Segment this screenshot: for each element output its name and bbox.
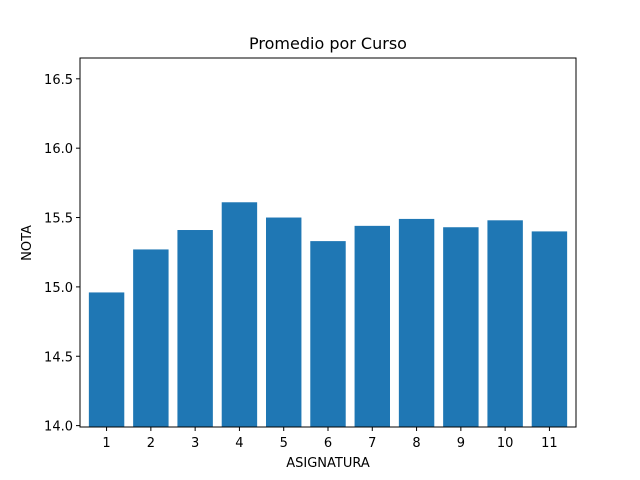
- x-tick-label: 9: [457, 436, 465, 451]
- x-axis-label: ASIGNATURA: [286, 456, 370, 471]
- x-tick-label: 3: [191, 436, 199, 451]
- x-tick-label: 11: [541, 436, 558, 451]
- bar-6: [310, 241, 346, 427]
- bar-11: [531, 231, 568, 427]
- x-tick-label: 6: [324, 436, 332, 451]
- bar-9: [443, 227, 479, 427]
- y-tick-label: 15.5: [44, 212, 73, 227]
- y-tick-label: 15.0: [44, 281, 73, 296]
- bar-8: [398, 218, 435, 427]
- bar-5: [266, 217, 302, 427]
- bar-10: [487, 220, 523, 427]
- bars-group: [88, 202, 568, 427]
- y-tick-label: 14.0: [44, 420, 73, 435]
- x-tick-label: 10: [497, 436, 514, 451]
- y-axis-label: NOTA: [20, 225, 35, 261]
- bar-2: [133, 249, 169, 427]
- x-tick-label: 7: [368, 436, 376, 451]
- bar-7: [354, 225, 390, 427]
- bar-4: [221, 202, 258, 427]
- bar-3: [177, 230, 213, 427]
- x-axis: 1 2 3 4 5 6 7 8 9 10 11: [102, 427, 558, 451]
- x-tick-label: 8: [412, 436, 420, 451]
- y-tick-label: 16.0: [44, 142, 73, 157]
- y-axis: 14.0 14.5 15.0 15.5 16.0 16.5: [44, 73, 80, 435]
- chart-title: Promedio por Curso: [249, 34, 407, 53]
- x-tick-label: 2: [147, 436, 155, 451]
- x-tick-label: 5: [280, 436, 288, 451]
- y-tick-label: 14.5: [44, 350, 73, 365]
- bar-1: [88, 292, 125, 427]
- plot-frame: [79, 57, 577, 428]
- x-tick-label: 4: [235, 436, 243, 451]
- y-tick-label: 16.5: [44, 73, 73, 88]
- x-tick-label: 1: [102, 436, 110, 451]
